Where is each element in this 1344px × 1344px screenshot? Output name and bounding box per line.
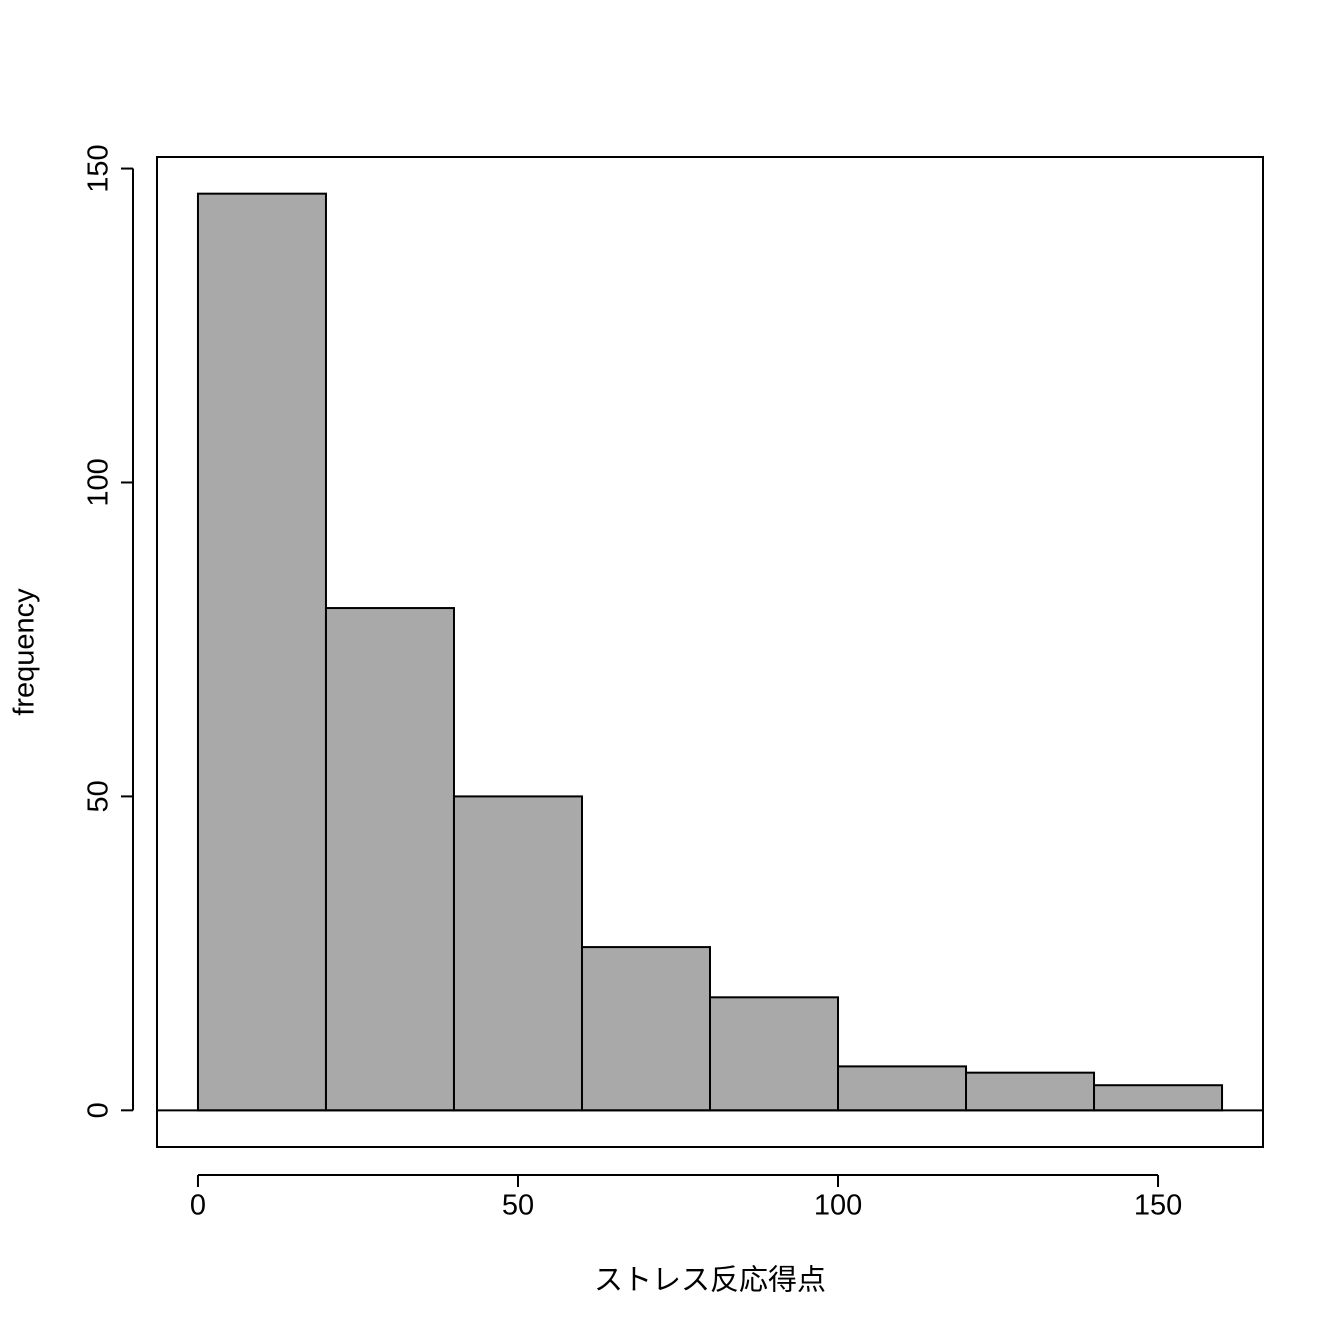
bar (965, 1071, 1096, 1112)
y-tick-label: 150 (83, 144, 115, 192)
bar (324, 607, 455, 1112)
y-tick-label: 100 (83, 458, 115, 506)
bar (196, 192, 327, 1112)
bar (709, 996, 840, 1112)
y-tick-label: 0 (83, 1102, 115, 1118)
x-tick-label: 0 (190, 1190, 206, 1222)
x-tick-label: 150 (1134, 1190, 1182, 1222)
plot-frame (156, 156, 1264, 1148)
x-axis-label: ストレス反応得点 (594, 1264, 826, 1297)
y-axis-label: frequency (9, 588, 41, 716)
bar (452, 795, 583, 1112)
x-tick-label: 100 (814, 1190, 862, 1222)
bar (580, 946, 711, 1112)
bar (1093, 1084, 1224, 1112)
y-tick-label: 50 (83, 780, 115, 812)
bar (837, 1065, 968, 1112)
x-tick-label: 50 (502, 1190, 534, 1222)
